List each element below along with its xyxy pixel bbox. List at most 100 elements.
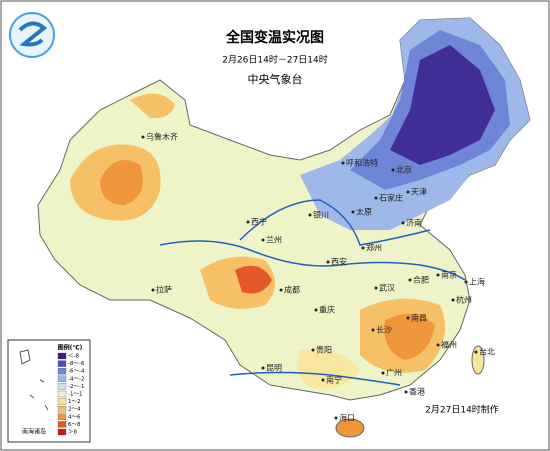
city-dot [311, 348, 315, 352]
city-dot [451, 298, 455, 302]
city-dot [474, 350, 478, 354]
city-label: 成都 [284, 285, 300, 295]
city-label: 合肥 [413, 275, 429, 285]
warming-core [100, 160, 143, 205]
city-label: 银川 [313, 210, 329, 220]
city-dot [326, 260, 330, 264]
city-label: 西安 [331, 257, 347, 267]
river [159, 240, 466, 281]
city-dot [406, 190, 410, 194]
city-label: 天津 [411, 187, 427, 197]
city-dot [381, 371, 385, 375]
city-dot [464, 280, 468, 284]
legend-label: 4～6 [68, 414, 81, 420]
legend-label: 1～2 [68, 399, 81, 405]
city-dot [141, 135, 145, 139]
city-label: 乌鲁木齐 [146, 132, 178, 142]
city-label: 石家庄 [379, 193, 403, 203]
city-label: 海口 [339, 413, 355, 423]
city-dot [279, 288, 283, 292]
legend-swatch [57, 421, 67, 428]
warming-core [384, 313, 435, 360]
city-label: 南昌 [411, 313, 427, 323]
city-label: 杭州 [456, 295, 472, 305]
legend-swatch [57, 368, 67, 375]
footer-note: 2月27日14时制作 [425, 404, 499, 416]
legend-swatch [57, 360, 67, 367]
city-dot [246, 220, 250, 224]
legend-swatch [57, 390, 67, 398]
city-dot [314, 308, 318, 312]
legend-label: -4～-2 [68, 376, 84, 382]
period: 2月26日14时－27日14时 [222, 54, 328, 66]
legend-title: 图例(℃) [58, 344, 83, 352]
city-dot [151, 288, 155, 292]
city-dot [334, 416, 338, 420]
city-label: 呼和浩特 [346, 158, 378, 168]
city-label: 南宁 [326, 375, 342, 385]
title: 全国变温实况图 [225, 29, 324, 46]
city-label: 兰州 [266, 235, 282, 245]
city-label: 武汉 [379, 283, 395, 293]
city-label: 郑州 [366, 243, 382, 253]
legend-swatch [57, 352, 67, 360]
legend-box [7, 339, 91, 443]
city-label: 香港 [409, 387, 425, 397]
legend-swatch [57, 406, 67, 413]
city-dot [374, 196, 378, 200]
city-label: 济南 [406, 218, 422, 228]
city-dot [261, 366, 265, 370]
city-dot [436, 343, 440, 347]
city-dot [308, 213, 312, 217]
city-label: 拉萨 [156, 285, 172, 295]
legend-label: ＞8 [68, 430, 78, 436]
legend-label: -1～1 [68, 392, 82, 398]
city-label: 长沙 [376, 325, 392, 335]
river [239, 199, 431, 246]
city-label: 广州 [386, 368, 402, 378]
city-dot [401, 221, 405, 225]
river [229, 371, 401, 386]
legend-label: -6～-4 [68, 369, 85, 375]
hainan [335, 418, 365, 438]
city-dot [341, 161, 345, 165]
city-label: 福州 [441, 341, 457, 350]
city-label: 北京 [396, 165, 412, 175]
city-dot [391, 168, 395, 172]
warming-core [235, 265, 272, 294]
warming-zone [296, 349, 360, 389]
inset-map [19, 349, 49, 411]
legend-label: -8～-6 [68, 361, 85, 367]
legend-swatch [57, 383, 67, 390]
legend-label: ＜-8 [68, 354, 79, 360]
city-dot [406, 316, 410, 320]
city-dot [361, 246, 365, 250]
city-dot [371, 328, 375, 332]
city-label: 贵阳 [316, 345, 332, 355]
legend-label: 2～4 [68, 407, 81, 413]
city-dot [351, 210, 355, 214]
inset-label: 南海诸岛 [22, 428, 46, 436]
legend-label: -2～-1 [68, 384, 84, 390]
city-label: 台北 [479, 347, 495, 357]
city-dot [436, 273, 440, 277]
city-dot [408, 278, 412, 282]
city-dot [374, 286, 378, 290]
city-label: 太原 [356, 207, 372, 217]
city-label: 西宁 [251, 217, 267, 227]
city-label: 昆明 [266, 364, 282, 373]
legend-swatch [57, 413, 67, 420]
legend-label: 6～8 [68, 422, 81, 428]
logo-mark [18, 21, 48, 47]
legend-swatch [57, 398, 67, 405]
city-dot [404, 390, 408, 394]
cooling-core [390, 45, 495, 165]
city-label: 上海 [469, 277, 485, 287]
legend: 南海诸岛 图例(℃) ＜-8-8～-6 -6～-4-4～-2 -2～-1 -1～11～… [7, 339, 91, 443]
issuer: 中央气象台 [248, 72, 303, 86]
city-label: 南京 [441, 270, 457, 280]
warming-zone [130, 93, 175, 119]
city-label: 重庆 [319, 305, 335, 315]
legend-swatch [57, 375, 67, 382]
